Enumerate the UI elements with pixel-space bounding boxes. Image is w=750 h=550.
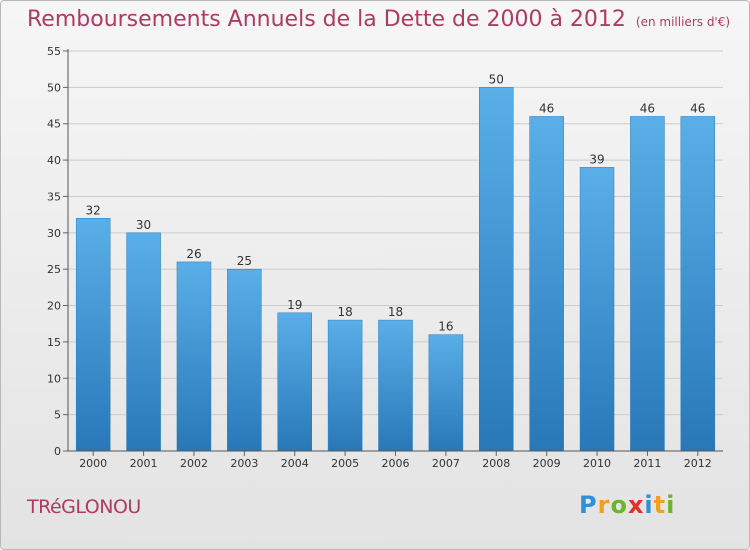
value-label-2011: 46 — [640, 101, 655, 115]
bar-2008 — [479, 87, 514, 452]
bar-2000 — [75, 218, 111, 452]
value-label-2009: 46 — [539, 101, 554, 115]
proxiti-logo: Proxiti — [579, 491, 676, 519]
value-label-2008: 50 — [489, 72, 504, 86]
x-tick-label-2005: 2005 — [331, 457, 359, 470]
value-label-2005: 18 — [337, 305, 352, 319]
y-tick-label: 20 — [47, 300, 61, 313]
commune-name: TRéGLONOU — [27, 496, 141, 518]
value-label-2004: 19 — [287, 298, 302, 312]
x-tick-label-2007: 2007 — [432, 457, 460, 470]
bar-2006 — [378, 319, 413, 452]
y-tick-label: 35 — [47, 190, 61, 203]
y-tick-label: 55 — [47, 45, 61, 58]
bar-2012 — [680, 116, 716, 452]
y-tick-label: 5 — [54, 409, 61, 422]
x-tick-label-2003: 2003 — [230, 457, 258, 470]
y-tick-label: 45 — [47, 118, 61, 131]
x-tick-label-2012: 2012 — [684, 457, 712, 470]
bar-2007 — [428, 334, 464, 452]
value-label-2012: 46 — [690, 101, 705, 115]
y-tick-label: 50 — [47, 81, 61, 94]
x-tick-label-2009: 2009 — [533, 457, 561, 470]
x-axis-ticks: 2000 2001 2002 2003 2004 2005 2006 2007 2008 2009… — [79, 451, 712, 470]
y-tick-label: 0 — [54, 445, 61, 458]
x-tick-label-2011: 2011 — [633, 457, 661, 470]
x-tick-label-2001: 2001 — [130, 457, 158, 470]
x-tick-label-2002: 2002 — [180, 457, 208, 470]
value-label-2000: 32 — [86, 203, 101, 217]
bar-2001 — [126, 232, 161, 452]
value-label-2010: 39 — [589, 152, 604, 166]
value-label-2001: 30 — [136, 218, 151, 232]
value-label-2007: 16 — [438, 320, 453, 334]
y-tick-label: 30 — [47, 227, 61, 240]
x-tick-label-2008: 2008 — [482, 457, 510, 470]
chart-title-text: Remboursements Annuels de la Dette de 20… — [27, 7, 626, 32]
x-tick-label-2004: 2004 — [281, 457, 309, 470]
y-tick-label: 10 — [47, 372, 61, 385]
chart-title: Remboursements Annuels de la Dette de 20… — [27, 7, 730, 32]
bar-2002 — [176, 261, 212, 452]
bar-2004 — [277, 312, 312, 452]
bar-2010 — [579, 167, 615, 452]
value-label-2003: 25 — [237, 254, 252, 268]
bar-2009 — [529, 116, 564, 452]
chart-unit: (en milliers d'€) — [635, 15, 731, 29]
axes — [67, 49, 723, 452]
bar-2005 — [327, 319, 363, 452]
y-tick-label: 15 — [47, 336, 61, 349]
bars — [75, 87, 716, 452]
x-tick-label-2000: 2000 — [79, 457, 107, 470]
bar-2011 — [630, 116, 665, 452]
bar-2003 — [227, 268, 262, 452]
y-tick-label: 25 — [47, 263, 61, 276]
y-tick-label: 40 — [47, 154, 61, 167]
x-tick-label-2010: 2010 — [583, 457, 611, 470]
value-label-2006: 18 — [388, 305, 403, 319]
y-axis-ticks: 0 5 10 15 20 25 30 35 40 45 50 55 — [47, 45, 68, 458]
x-tick-label-2006: 2006 — [382, 457, 410, 470]
value-label-2002: 26 — [186, 247, 201, 261]
value-labels: 32 30 26 25 19 18 18 16 50 46 39 46 46 — [86, 72, 706, 333]
